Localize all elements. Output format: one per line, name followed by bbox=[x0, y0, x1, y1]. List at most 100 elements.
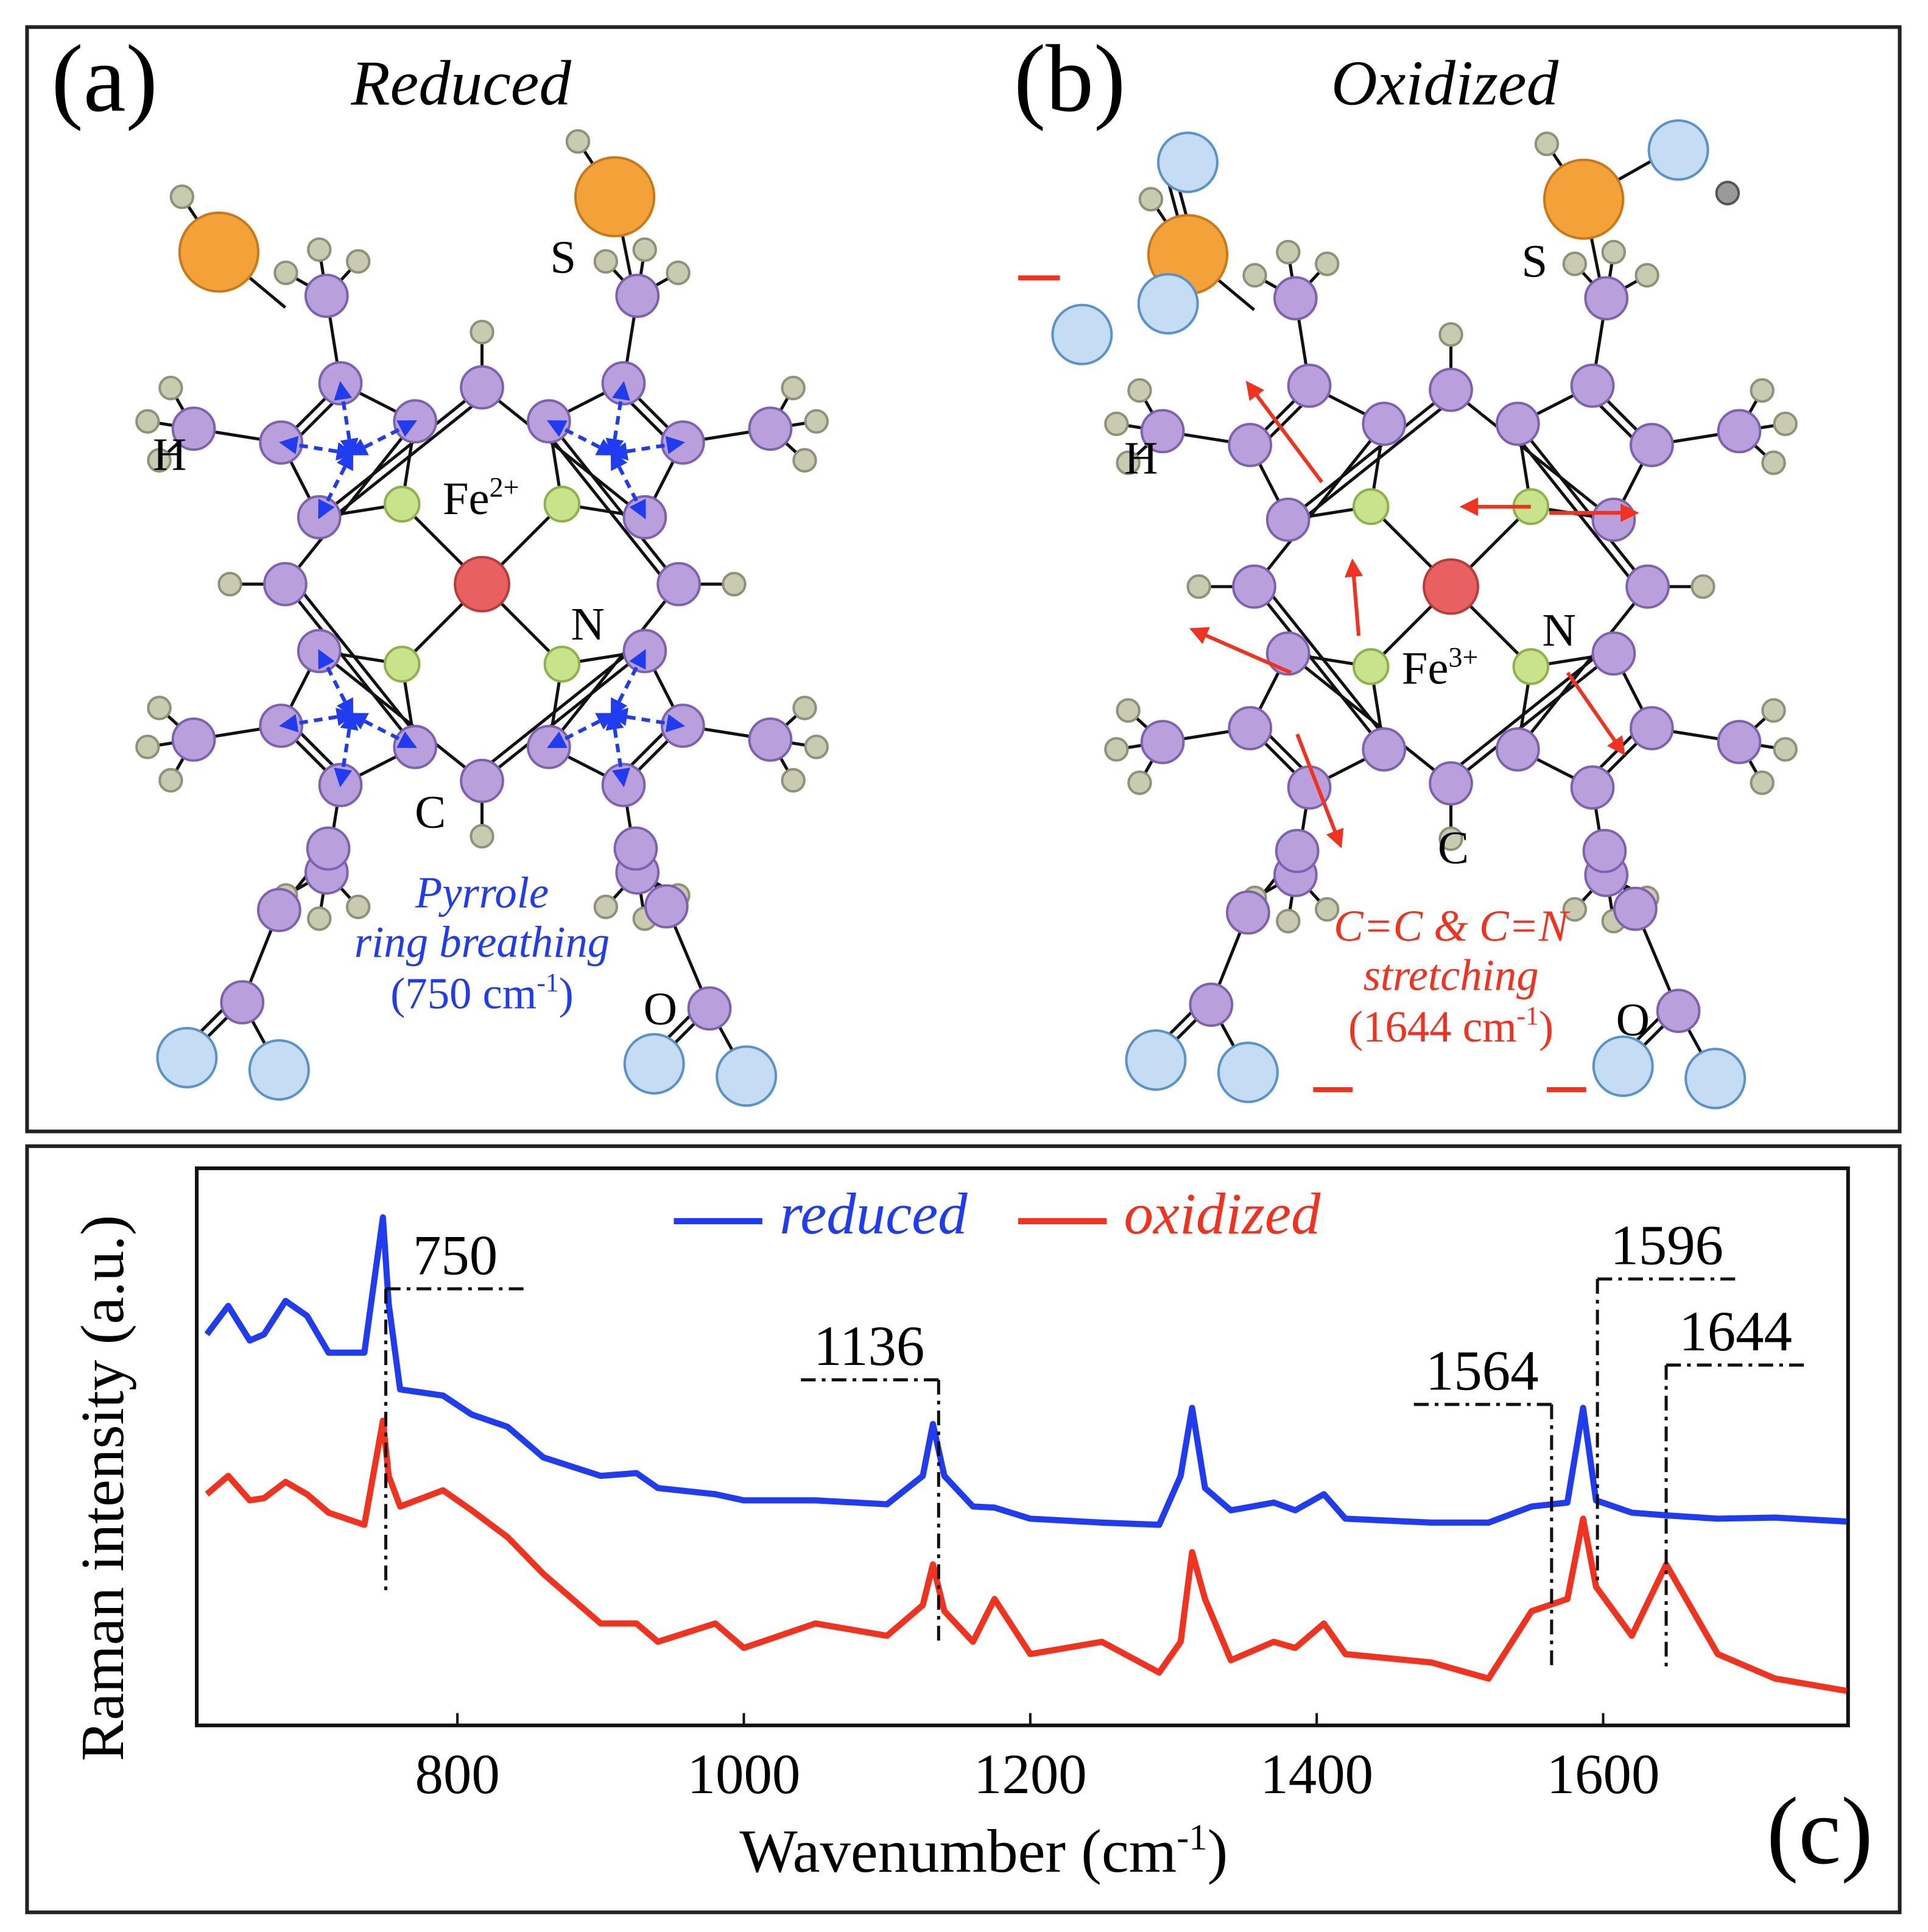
x-axis-label: Wavenumber (cm bbox=[739, 1817, 1177, 1885]
atom bbox=[1570, 363, 1615, 408]
mode-text: stretching bbox=[1363, 950, 1539, 999]
peak-label: 1564 bbox=[1426, 1340, 1539, 1403]
atom bbox=[622, 629, 667, 674]
atom bbox=[460, 758, 504, 803]
atom bbox=[1265, 631, 1311, 676]
atom bbox=[171, 717, 216, 762]
atom bbox=[1630, 423, 1674, 467]
atom bbox=[1717, 719, 1762, 764]
panel-title: Reduced bbox=[350, 48, 571, 119]
atom-label: S bbox=[550, 231, 576, 283]
bond bbox=[1253, 585, 1385, 751]
atom bbox=[248, 1039, 310, 1101]
atom bbox=[1562, 897, 1588, 922]
x-tick-label: 1000 bbox=[688, 1743, 801, 1806]
atom bbox=[1140, 409, 1185, 454]
atom bbox=[1601, 239, 1626, 265]
atom bbox=[804, 735, 829, 760]
vibration-arrow bbox=[334, 381, 359, 457]
mode-text: (1644 cm bbox=[1348, 1002, 1517, 1051]
atom bbox=[307, 237, 332, 263]
atom bbox=[781, 767, 806, 793]
vibration-arrow bbox=[279, 435, 356, 461]
atom bbox=[220, 980, 265, 1024]
vibration-arrow bbox=[279, 708, 356, 733]
atom bbox=[346, 249, 371, 274]
atom bbox=[613, 826, 658, 871]
vibration-arrow bbox=[547, 420, 616, 456]
x-tick-label: 800 bbox=[415, 1743, 499, 1806]
atom bbox=[297, 629, 342, 674]
atom bbox=[304, 273, 349, 319]
atom bbox=[666, 260, 691, 286]
atom-label: H bbox=[1124, 432, 1158, 484]
atom bbox=[1562, 252, 1588, 277]
atom-label: S bbox=[1522, 235, 1548, 287]
atom bbox=[1684, 1048, 1747, 1110]
vibration-arrow bbox=[1245, 381, 1323, 484]
vibration-arrow bbox=[610, 450, 646, 520]
atom bbox=[460, 365, 504, 410]
peak-label: 750 bbox=[413, 1224, 498, 1287]
atom bbox=[574, 156, 656, 238]
atom bbox=[1127, 770, 1152, 795]
atom bbox=[1423, 558, 1480, 615]
atom bbox=[792, 696, 817, 721]
atom bbox=[1773, 411, 1798, 437]
atom bbox=[1104, 411, 1129, 437]
panel-title: Oxidized bbox=[1331, 48, 1559, 119]
atom bbox=[1691, 574, 1715, 599]
atom bbox=[1429, 367, 1473, 412]
atom bbox=[1534, 132, 1560, 157]
atom bbox=[1634, 263, 1659, 288]
atom bbox=[178, 211, 260, 293]
panel-label: (b) bbox=[1014, 26, 1126, 132]
atom bbox=[171, 406, 216, 451]
vibration-arrow bbox=[318, 649, 354, 718]
atom bbox=[601, 763, 646, 808]
x-axis-label-sup: -1 bbox=[1177, 1817, 1207, 1858]
atom bbox=[1613, 886, 1658, 931]
atom bbox=[656, 562, 701, 607]
atom bbox=[1287, 363, 1332, 408]
atom bbox=[526, 399, 571, 444]
atom-label: O bbox=[1616, 994, 1650, 1046]
atom bbox=[593, 894, 619, 920]
atom bbox=[1584, 276, 1629, 321]
atom bbox=[1362, 401, 1407, 446]
atom bbox=[543, 485, 581, 523]
atom bbox=[346, 894, 371, 920]
atom bbox=[1352, 488, 1390, 526]
atom bbox=[1315, 252, 1340, 277]
atom bbox=[1140, 719, 1185, 764]
atom bbox=[393, 399, 438, 444]
vibration-arrow bbox=[608, 708, 686, 733]
atom bbox=[543, 646, 581, 683]
atom bbox=[318, 361, 363, 406]
bond bbox=[1259, 580, 1392, 746]
atom bbox=[383, 485, 421, 523]
bond bbox=[1253, 423, 1385, 588]
mode-text: C=C & C=N bbox=[1334, 901, 1570, 951]
charge: 2+ bbox=[490, 472, 519, 503]
vibration-arrow bbox=[1344, 558, 1363, 636]
atom bbox=[259, 703, 304, 748]
panel-frame bbox=[25, 1144, 1902, 1914]
atom bbox=[1582, 828, 1627, 873]
atom-label: Fe bbox=[443, 473, 490, 524]
mode-text: (750 cm-1) bbox=[390, 968, 574, 1018]
atom bbox=[1570, 765, 1615, 810]
atom bbox=[259, 420, 304, 465]
atom bbox=[722, 571, 747, 597]
atom bbox=[1116, 450, 1141, 475]
atom bbox=[1592, 1035, 1654, 1098]
atom bbox=[1273, 276, 1318, 321]
texts: (a) Reduced S H Fe2+ N C O Pyrrole ring … bbox=[51, 26, 1873, 1885]
atom bbox=[716, 1045, 778, 1107]
atom bbox=[135, 735, 160, 760]
atom bbox=[593, 249, 619, 274]
atom-label: Fe2+ bbox=[443, 472, 519, 524]
atom bbox=[318, 763, 363, 808]
atom bbox=[1051, 303, 1113, 365]
